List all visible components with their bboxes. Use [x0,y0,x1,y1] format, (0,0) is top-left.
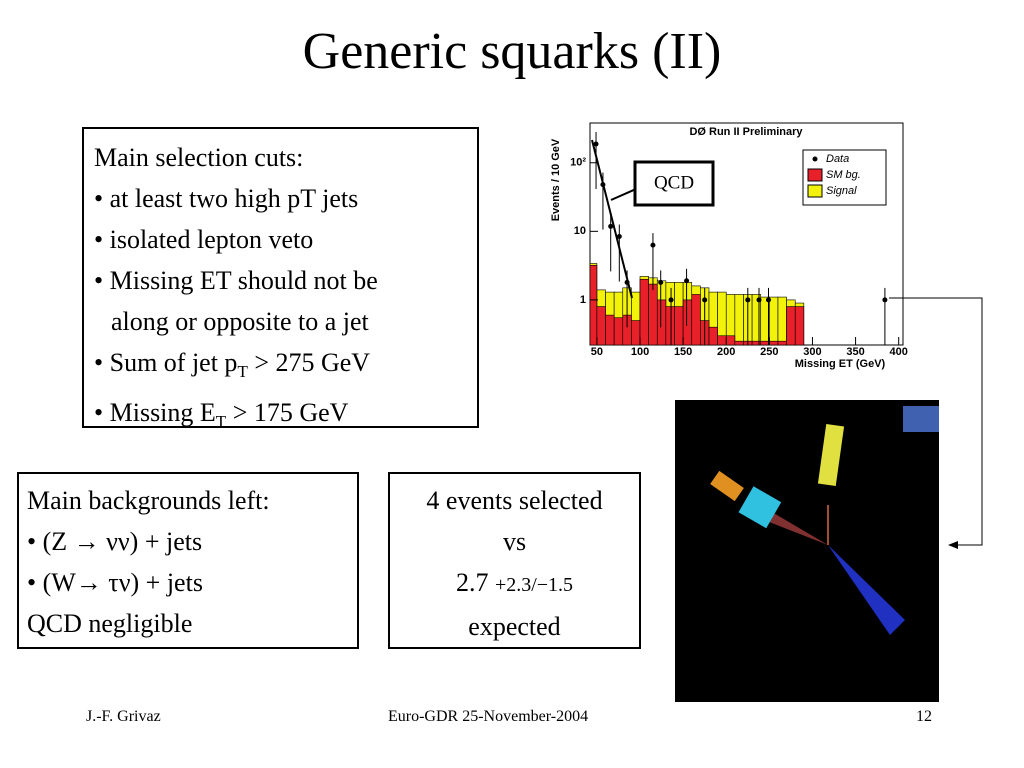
cuts-item: • Missing ET should not be [94,266,378,295]
histogram-bar [648,283,658,346]
legend-label: SM bg. [826,169,861,181]
cuts-item: • Sum of jet pT > 275 GeV [94,342,467,392]
calo-tower [710,470,744,502]
subscript: T [237,362,248,382]
chart-title: DØ Run II Preliminary [689,126,803,138]
x-tick-label: 50 [591,346,603,358]
histogram-bar [656,299,667,346]
histogram-bar [734,294,744,346]
qcd-box [633,160,715,207]
data-point [650,242,656,248]
histogram-bar [631,320,641,346]
connector [889,297,983,546]
histogram-bar [674,306,684,346]
text: • Sum of jet p [94,348,238,377]
histogram-bar [794,306,805,346]
footer-event: Euro-GDR 25-November-2004 [388,708,589,725]
cuts-heading: Main selection cuts: [94,143,304,172]
data-point [765,297,771,303]
data-point [684,278,690,284]
histogram-bar [639,278,649,346]
text: • Missing E [94,398,216,428]
data-point [593,141,599,147]
y-tick-label: 10² [570,157,586,169]
histogram-bar [613,317,624,346]
data-point [608,223,614,229]
calo-tower [738,486,782,529]
bg-item: • (Z → νν) + jets [27,527,203,556]
histogram-bar [708,326,718,346]
result-line: vs [502,527,527,556]
result-line: expected [468,612,561,641]
bg-heading: Main backgrounds left: [27,486,270,515]
slide-title: Generic squarks (II) [302,23,722,80]
legend-swatch [807,184,823,198]
x-tick-label: 300 [803,346,821,358]
x-tick-label: 400 [890,346,908,358]
cuts-item: • Missing ET > 175 GeV [94,392,467,442]
annotation: QCD [654,172,694,193]
data-point [702,297,708,303]
histogram-bar [725,335,736,346]
data-point [658,279,664,285]
legend-label: Signal [826,185,857,197]
cuts-item: • at least two high pT jets [94,184,359,213]
y-tick-label: 10 [574,225,586,237]
backgrounds-box: Main backgrounds left: • (Z → νν) + jets… [17,472,359,649]
connector-arrow [948,541,958,549]
result-line: 2.7 +2.3/−1.5 [390,562,639,606]
event-display [675,400,939,702]
result-box: 4 events selected vs 2.7 +2.3/−1.5 expec… [388,472,641,649]
data-point [668,297,674,303]
histogram-bar [777,296,787,346]
text: > 275 GeV [247,348,371,377]
histogram-bar [665,306,675,346]
result-value: 2.7 [455,568,489,597]
x-axis-label: Missing ET (GeV) [795,358,886,370]
histogram-bar [605,314,615,346]
footer-author: J.-F. Grivaz [86,708,161,725]
calo-tower [817,424,845,486]
histogram-bar [777,340,787,346]
legend-swatch [807,168,823,182]
data-point [882,297,888,303]
logo [903,406,939,432]
result-errors: +2.3/−1.5 [494,574,574,596]
met-arrow [828,545,905,635]
bg-item: • (W→ τν) + jets [27,568,203,597]
cuts-box: Main selection cuts: • at least two high… [82,127,479,431]
histogram-bar [734,340,744,346]
subscript: T [215,412,227,432]
cuts-item: • isolated lepton veto [94,225,314,254]
footer-page: 12 [916,708,932,725]
x-tick-label: 150 [674,346,692,358]
qcd-line [591,139,633,299]
x-tick-label: 200 [717,346,735,358]
histogram-bar [589,264,598,346]
y-tick-label: 1 [580,294,586,306]
data-point [756,297,762,303]
histogram-bar [717,335,727,346]
histogram-bar [786,306,796,346]
result-line: 4 events selected [426,486,603,515]
bg-item: QCD negligible [27,609,193,638]
text: > 175 GeV [226,398,349,428]
histogram-bar [682,299,693,346]
x-tick-label: 250 [760,346,778,358]
histogram-bar [769,340,779,346]
histogram-bar [691,294,701,346]
legend-label: Data [826,153,849,165]
x-tick-label: 350 [846,346,864,358]
cuts-item: along or opposite to a jet [111,307,369,336]
histogram-bar [769,296,779,346]
y-axis-label: Events / 10 GeV [550,138,562,221]
legend-marker [812,156,818,162]
jet-arrow [760,505,828,545]
data-point [616,234,622,240]
x-tick-label: 100 [631,346,649,358]
histogram-bar [596,306,606,346]
data-point [745,297,751,303]
